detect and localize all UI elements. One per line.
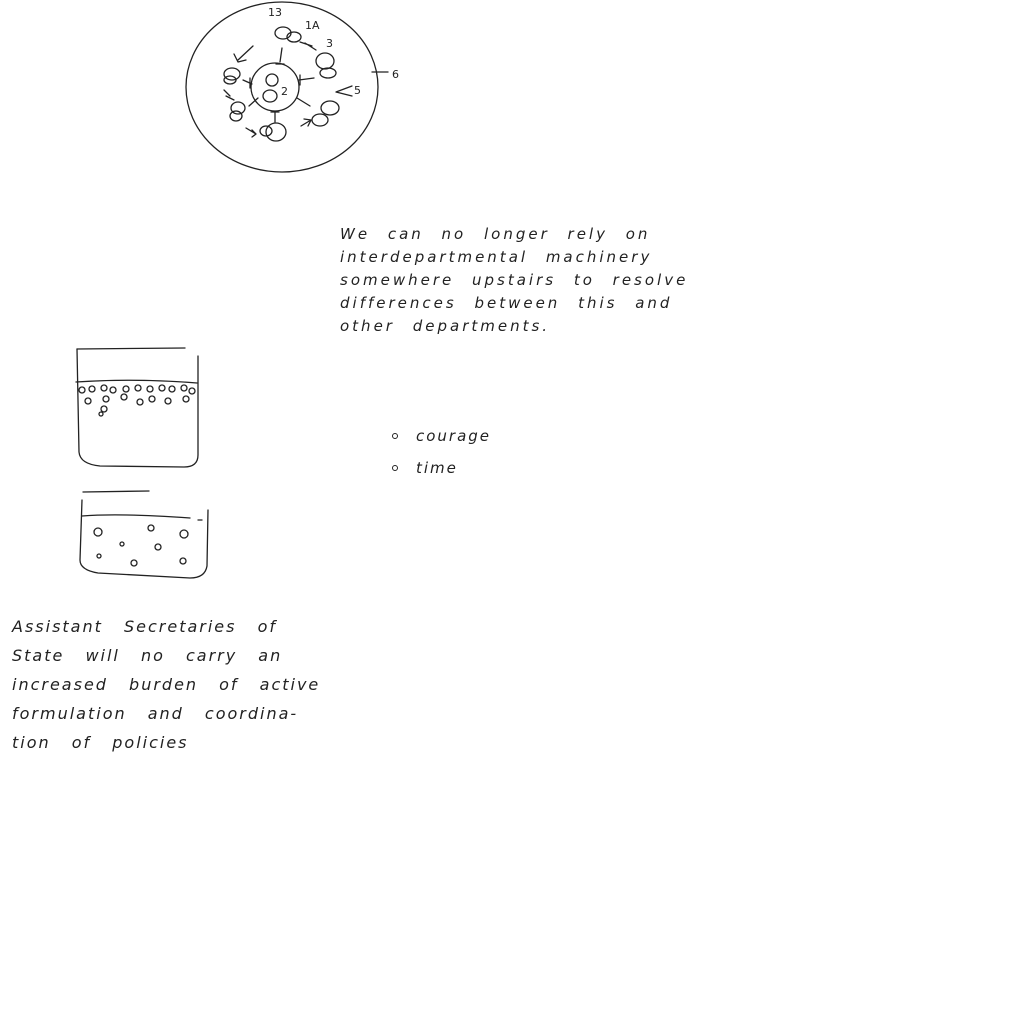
- diagram-label: 5: [354, 84, 361, 97]
- node: [223, 75, 237, 85]
- arrow: [223, 89, 235, 101]
- outer-circle: [185, 1, 379, 173]
- arrow: [270, 111, 280, 123]
- bullet-icon: [392, 465, 398, 471]
- node: [265, 122, 287, 142]
- container-lid: [76, 347, 186, 350]
- note-upstairs-machinery: We can no longer rely on interdepartment…: [340, 225, 689, 335]
- bullet-item: time: [392, 452, 491, 484]
- liquid-level: [75, 379, 198, 384]
- arrow: [296, 97, 311, 107]
- node: [259, 125, 273, 137]
- arrow: [275, 47, 285, 65]
- container-body: [79, 499, 209, 579]
- diagram-label: 3: [326, 37, 333, 50]
- diagram-label: 2: [281, 85, 288, 98]
- circle-diagram: 13 1A 3 6 5 2: [185, 1, 399, 173]
- note-assistant-secretaries: Assistant Secretaries of State will no c…: [12, 617, 321, 752]
- arrow: [299, 41, 317, 51]
- bullet-list: courage time: [392, 420, 491, 484]
- liquid-level: [81, 514, 203, 521]
- node: [230, 101, 246, 115]
- bullet-icon: [392, 433, 398, 439]
- arrow: [233, 45, 254, 63]
- node: [286, 31, 302, 43]
- container-sketch-upper: [75, 347, 199, 468]
- inner-node: [262, 89, 278, 103]
- arrow: [242, 77, 253, 89]
- arrow: [298, 74, 315, 86]
- diagram-label: 13: [268, 6, 282, 19]
- arrow: [335, 85, 353, 97]
- diagram-label: 1A: [305, 19, 320, 32]
- node: [319, 67, 337, 79]
- node: [223, 67, 241, 81]
- bubbles: [78, 384, 196, 417]
- node: [320, 100, 340, 116]
- inner-circle: [250, 62, 300, 112]
- bullet-label: time: [416, 459, 458, 477]
- node: [229, 110, 243, 122]
- arrow: [248, 97, 259, 107]
- container-body: [76, 348, 199, 468]
- node: [315, 52, 335, 70]
- inner-node: [265, 73, 279, 87]
- arrow: [245, 127, 257, 138]
- bubbles: [93, 524, 189, 567]
- container-lid: [82, 490, 150, 493]
- arrow: [300, 118, 312, 127]
- bullet-label: courage: [416, 427, 492, 445]
- container-sketch-lower: [79, 490, 209, 579]
- node: [311, 113, 329, 127]
- bullet-item: courage: [392, 420, 491, 452]
- diagram-label: 6: [392, 68, 399, 81]
